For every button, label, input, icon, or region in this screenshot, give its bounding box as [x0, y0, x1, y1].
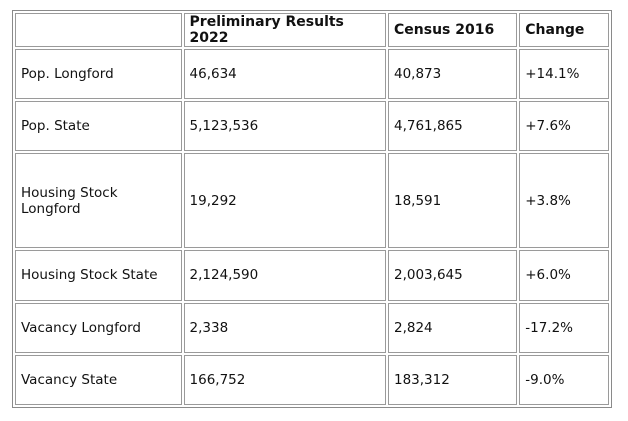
table-row: Housing Stock State 2,124,590 2,003,645 +6.… [15, 250, 609, 301]
column-header: Census 2016 [388, 13, 518, 47]
row-label: Housing Stock Longford [15, 153, 182, 249]
table-cell: +7.6% [519, 101, 609, 152]
table-cell: 2,338 [183, 302, 386, 353]
table-cell: 5,123,536 [183, 101, 386, 152]
table-cell: 46,634 [183, 49, 386, 100]
table-row: Vacancy State 166,752 183,312 -9.0% [15, 354, 609, 405]
column-header: Preliminary Results 2022 [183, 13, 386, 47]
row-label: Pop. Longford [15, 49, 182, 100]
table-cell: +6.0% [519, 250, 609, 301]
table-cell: -9.0% [519, 354, 609, 405]
table-row: Housing Stock Longford 19,292 18,591 +3.8% [15, 153, 609, 249]
table-cell: 183,312 [388, 354, 518, 405]
column-header: Change [519, 13, 609, 47]
row-label: Housing Stock State [15, 250, 182, 301]
table-cell: 40,873 [388, 49, 518, 100]
table-cell: +3.8% [519, 153, 609, 249]
row-label: Pop. State [15, 101, 182, 152]
row-label: Vacancy Longford [15, 302, 182, 353]
table-cell: 166,752 [183, 354, 386, 405]
table-cell: 18,591 [388, 153, 518, 249]
table-row: Vacancy Longford 2,338 2,824 -17.2% [15, 302, 609, 353]
table-row: Pop. Longford 46,634 40,873 +14.1% [15, 49, 609, 100]
header-row: Preliminary Results 2022 Census 2016 Cha… [15, 13, 609, 47]
table-cell: 19,292 [183, 153, 386, 249]
corner-cell [15, 13, 182, 47]
table-cell: +14.1% [519, 49, 609, 100]
table-body: Pop. Longford 46,634 40,873 +14.1% Pop. Stat… [15, 49, 609, 405]
table-cell: 2,003,645 [388, 250, 518, 301]
table-cell: 2,824 [388, 302, 518, 353]
table-row: Pop. State 5,123,536 4,761,865 +7.6% [15, 101, 609, 152]
table-cell: -17.2% [519, 302, 609, 353]
table-cell: 4,761,865 [388, 101, 518, 152]
row-label: Vacancy State [15, 354, 182, 405]
table-cell: 2,124,590 [183, 250, 386, 301]
data-table: Preliminary Results 2022 Census 2016 Cha… [12, 10, 612, 408]
